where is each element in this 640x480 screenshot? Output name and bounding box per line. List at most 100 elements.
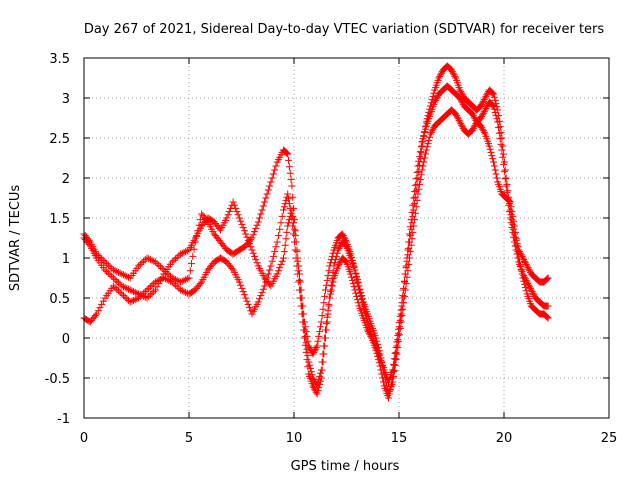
data-point [269,170,277,178]
y-tick-label: 0 [62,332,70,347]
data-point [114,287,122,295]
data-point [325,302,333,310]
data-point [405,238,413,246]
data-point [401,270,409,278]
data-point [524,280,532,288]
data-point [303,332,311,340]
data-point [155,261,163,269]
data-point [458,99,466,107]
data-point [479,111,487,119]
data-point [151,286,159,294]
axis-ticks: 0 5 10 15 20 25 -1 -0.5 0 0.5 1 1.5 2 2.5 3 3.5 [45,52,618,446]
data-point [121,284,129,292]
data-point [355,286,363,294]
data-point [316,372,324,380]
data-point [521,273,529,281]
data-point [286,169,294,177]
data-point [285,163,293,171]
data-point [432,96,440,104]
data-point [503,188,511,196]
data-point [480,128,488,136]
data-point [339,232,347,240]
data-point [251,252,259,260]
data-point [327,259,335,267]
data-point [282,235,290,243]
data-point [399,292,407,300]
data-point [138,292,146,300]
data-point [400,277,408,285]
data-point [543,275,551,283]
data-point [435,74,443,82]
data-point [395,325,403,333]
data-point [416,176,424,184]
data-point [272,162,280,170]
data-point [458,123,466,131]
data-point [509,220,517,228]
data-point [153,283,161,291]
data-point [173,253,181,261]
data-point [421,125,429,133]
data-point [340,233,348,241]
data-point [125,285,133,293]
data-point [350,263,358,271]
data-point [223,214,231,222]
data-point [433,93,441,101]
data-point [248,234,256,242]
data-point [489,155,497,163]
data-point [103,268,111,276]
data-point [524,264,532,272]
data-point [168,278,176,286]
data-point [109,274,117,282]
data-point [282,148,290,156]
data-point [328,275,336,283]
data-point [491,96,499,104]
data-point [230,201,238,209]
data-point [240,291,248,299]
data-point [505,208,513,216]
data-point [310,348,318,356]
data-point [421,154,429,162]
data-point [421,128,429,136]
data-point [278,212,286,220]
data-point [322,334,329,342]
data-point [119,271,127,279]
data-point [413,168,421,176]
data-point [324,272,332,280]
data-point [108,272,116,280]
data-point [135,262,143,270]
data-point [249,249,257,257]
data-point [415,185,423,193]
data-point [94,307,102,315]
data-point [238,284,246,292]
data-point [228,264,236,272]
y-tick-label: 2.5 [49,132,70,147]
data-point [309,350,317,358]
data-point [328,282,336,290]
data-point [182,248,190,256]
data-point [180,248,188,256]
data-point [512,246,520,254]
data-point [482,104,490,112]
data-point [404,246,412,254]
data-point [183,247,191,255]
data-point [498,146,506,154]
data-point [336,243,344,251]
data-point [269,252,277,260]
data-point [156,276,164,284]
data-point [416,180,424,188]
data-point [304,337,312,345]
x-tick-label: 10 [286,431,303,446]
data-point [126,298,134,306]
data-point [256,214,264,222]
data-point [544,314,552,322]
data-point [410,222,418,230]
data-point [311,345,319,353]
y-tick-label: 3.5 [49,52,70,67]
data-point [186,267,194,275]
data-point [479,97,487,105]
data-point [492,170,500,178]
data-point [146,256,154,264]
data-point [403,273,411,281]
data-point [453,112,461,120]
data-point [143,294,151,302]
